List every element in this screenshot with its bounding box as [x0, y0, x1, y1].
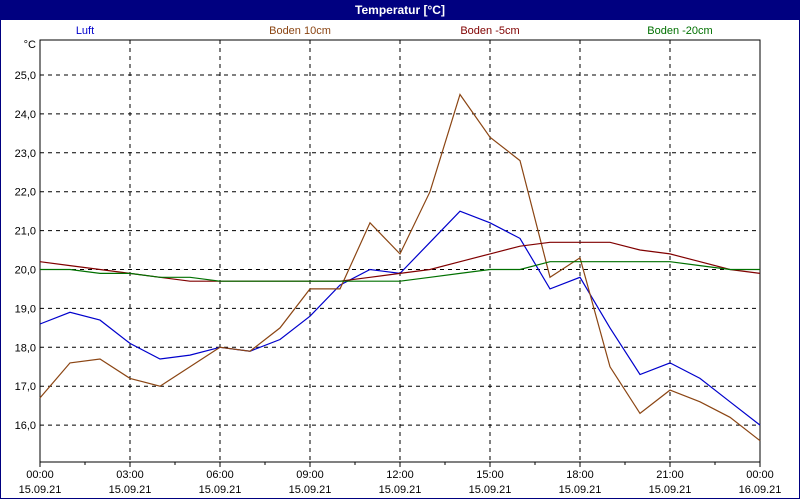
y-tick-label: 24,0	[15, 109, 36, 121]
x-tick-date: 15.09.21	[109, 484, 152, 496]
x-tick-time: 00:00	[746, 469, 774, 481]
y-unit-label: °C	[24, 39, 36, 51]
y-tick-label: 23,0	[15, 148, 36, 160]
y-tick-label: 21,0	[15, 226, 36, 238]
series-line-boden-20cm	[40, 261, 760, 282]
x-tick-time: 18:00	[566, 469, 594, 481]
y-tick-label: 17,0	[15, 381, 36, 393]
x-tick-date: 15.09.21	[289, 484, 332, 496]
x-tick-time: 03:00	[116, 469, 144, 481]
x-tick-time: 06:00	[206, 469, 234, 481]
legend-item-0: Luft	[75, 25, 95, 37]
x-tick-date: 15.09.21	[559, 484, 602, 496]
y-tick-label: 16,0	[15, 420, 36, 432]
legend-item-1: Boden 10cm	[269, 25, 331, 37]
legend-item-3: Boden -20cm	[647, 25, 713, 37]
plot-area	[39, 39, 761, 463]
x-tick-date: 15.09.21	[649, 484, 692, 496]
y-tick-label: 18,0	[15, 342, 36, 354]
x-tick-date: 15.09.21	[199, 484, 242, 496]
y-tick-label: 19,0	[15, 303, 36, 315]
x-tick-date: 15.09.21	[379, 484, 422, 496]
x-tick-time: 21:00	[656, 469, 684, 481]
y-tick-label: 20,0	[15, 265, 36, 277]
chart-title: Temperatur [°C]	[0, 0, 800, 20]
x-tick-date: 15.09.21	[469, 484, 512, 496]
series-line-boden-10cm	[39, 93, 761, 442]
y-tick-label: 25,0	[15, 70, 36, 82]
x-tick-date: 16.09.21	[739, 484, 782, 496]
x-tick-time: 09:00	[296, 469, 324, 481]
y-tick-label: 22,0	[15, 187, 36, 199]
x-tick-date: 15.09.21	[19, 484, 62, 496]
legend-item-2: Boden -5cm	[460, 25, 520, 37]
x-tick-time: 00:00	[26, 469, 54, 481]
x-tick-time: 12:00	[386, 469, 414, 481]
x-tick-time: 15:00	[476, 469, 504, 481]
